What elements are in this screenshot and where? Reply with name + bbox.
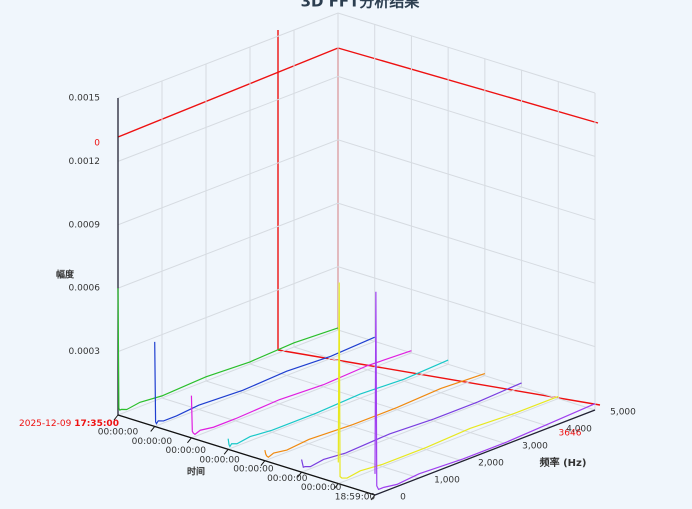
spectrum-line <box>337 282 559 479</box>
x-tick-label: 1,000 <box>434 476 460 486</box>
grid-line <box>117 12 596 99</box>
tick-mark <box>187 437 192 444</box>
spectrum-line <box>154 336 375 425</box>
spectrum-line <box>264 373 486 459</box>
spectrum-line <box>227 359 449 448</box>
tick-mark <box>223 448 229 455</box>
tick-mark <box>260 460 266 467</box>
cursor-frequency-label: 3646 <box>559 429 582 439</box>
plot-layer: 0.0003 0.0006 0.0009 0.0012 0.0015 0 1,000 2,00… <box>69 12 636 503</box>
grid-line <box>293 30 552 428</box>
grid-line <box>338 81 559 485</box>
x-tick-label: 3,000 <box>522 442 548 452</box>
t-tick-label: 00:00:00 <box>267 474 308 484</box>
grid-line <box>191 35 412 439</box>
x-tick-label: 5,000 <box>610 408 636 418</box>
z-tick-label: 0.0009 <box>69 220 101 230</box>
cursor-amplitude-label: 0 <box>94 139 100 149</box>
t-axis-label: 时间 <box>187 466 205 478</box>
t-tick-label: 00:00:00 <box>132 437 173 447</box>
tick-mark <box>113 414 119 421</box>
cursor-lines <box>117 30 601 406</box>
t-tick-label: 18:59:00 <box>335 493 376 503</box>
tick-mark <box>297 471 302 478</box>
grid-line <box>117 139 596 226</box>
t-tick-label: 00:00:00 <box>166 446 207 456</box>
tick-mark <box>333 483 339 489</box>
grid-line <box>205 64 464 462</box>
spectrum-line <box>374 291 596 491</box>
x-axis-label: 频率 (Hz) <box>540 456 587 469</box>
cursor-line <box>337 47 599 124</box>
z-axis-label: 幅度 <box>56 269 75 281</box>
tick-mark <box>150 426 156 432</box>
axis-line <box>374 409 596 496</box>
chart-title: 3D FFT分析结果 <box>301 0 421 11</box>
grid-line <box>249 47 508 445</box>
t-tick-label: 00:00:00 <box>98 428 139 438</box>
spectrum-line <box>300 382 522 469</box>
t-tick-label: 00:00:00 <box>199 455 240 465</box>
x-tick-label: 2,000 <box>478 459 504 469</box>
z-tick-label: 0.0006 <box>69 284 101 294</box>
z-tick-label: 0.0003 <box>69 347 101 357</box>
cursor-time-label: 2025-12-09 17:35:00 <box>19 419 119 429</box>
grid-line <box>154 24 376 427</box>
cursor-date: 2025-12-09 <box>19 419 72 429</box>
spectrum-line <box>117 288 339 411</box>
grid-line <box>117 13 339 416</box>
cursor-time: 17:35:00 <box>74 419 119 429</box>
grid-line <box>117 266 596 353</box>
x-tick-label: 4,000 <box>566 425 592 435</box>
z-tick-label: 0.0012 <box>69 157 101 167</box>
grid-line <box>117 75 596 162</box>
spectrum-line <box>190 350 412 436</box>
grid-line <box>227 47 449 450</box>
x-tick-label: 0 <box>400 493 406 503</box>
axis-line <box>117 414 376 496</box>
z-tick-label: 0.0015 <box>69 94 101 104</box>
tick-mark <box>370 494 376 501</box>
t-tick-label: 00:00:00 <box>301 483 342 493</box>
t-tick-label: 00:00:00 <box>233 465 274 475</box>
cursor-line <box>117 47 339 138</box>
grid-line <box>117 98 376 496</box>
grid-line <box>117 202 596 289</box>
